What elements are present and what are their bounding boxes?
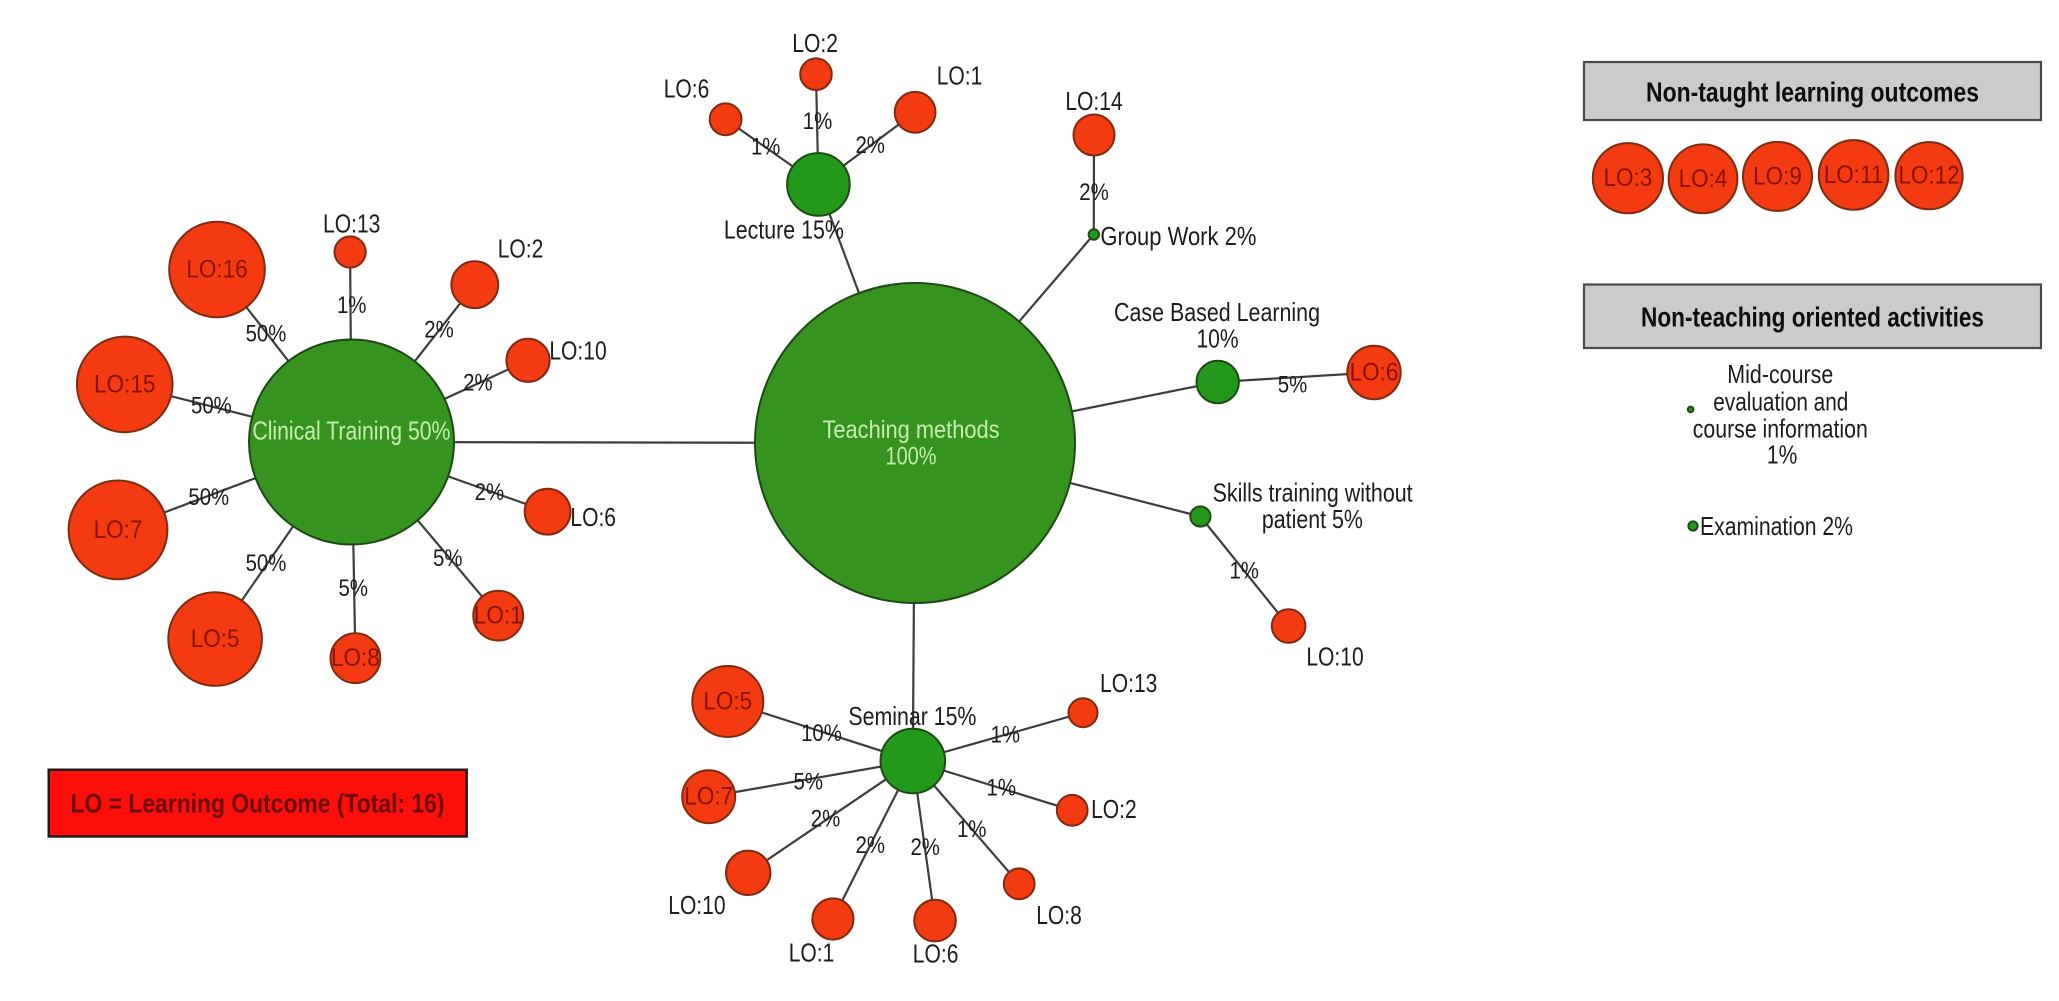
svg-text:1%: 1% xyxy=(991,722,1021,749)
svg-text:LO:1: LO:1 xyxy=(789,938,835,968)
svg-text:50%: 50% xyxy=(246,550,287,577)
svg-text:50%: 50% xyxy=(191,393,232,420)
svg-text:1%: 1% xyxy=(751,134,781,161)
svg-text:5%: 5% xyxy=(794,769,824,796)
svg-text:1%: 1% xyxy=(337,292,367,319)
svg-text:2%: 2% xyxy=(811,806,841,833)
svg-text:LO:2: LO:2 xyxy=(1091,794,1137,824)
svg-text:10%: 10% xyxy=(1196,324,1238,354)
svg-text:2%: 2% xyxy=(1079,179,1109,206)
svg-text:LO:9: LO:9 xyxy=(1753,162,1802,190)
svg-text:Skills training without: Skills training without xyxy=(1213,478,1414,508)
svg-text:2%: 2% xyxy=(910,834,940,861)
svg-text:Teaching methods: Teaching methods xyxy=(823,416,1000,444)
svg-text:LO:6: LO:6 xyxy=(913,939,959,969)
svg-text:5%: 5% xyxy=(1278,372,1308,399)
svg-text:LO:7: LO:7 xyxy=(94,516,143,544)
svg-text:2%: 2% xyxy=(855,132,885,159)
svg-text:LO:1: LO:1 xyxy=(937,61,983,91)
svg-text:LO:6: LO:6 xyxy=(664,74,710,104)
svg-text:Examination 2%: Examination 2% xyxy=(1700,511,1853,541)
svg-text:LO:13: LO:13 xyxy=(323,208,380,238)
svg-text:50%: 50% xyxy=(188,484,229,511)
svg-text:LO:6: LO:6 xyxy=(1350,359,1399,387)
svg-text:LO:14: LO:14 xyxy=(1065,86,1122,116)
svg-text:Mid-course: Mid-course xyxy=(1727,359,1833,389)
svg-text:Group Work 2%: Group Work 2% xyxy=(1100,221,1256,251)
svg-text:2%: 2% xyxy=(463,369,493,396)
svg-text:LO:1: LO:1 xyxy=(474,602,523,630)
svg-text:Case Based Learning: Case Based Learning xyxy=(1114,297,1320,327)
svg-text:1%: 1% xyxy=(1229,558,1259,585)
svg-text:LO:12: LO:12 xyxy=(1898,162,1959,190)
svg-text:2%: 2% xyxy=(475,479,505,506)
svg-text:patient 5%: patient 5% xyxy=(1262,504,1363,534)
svg-text:LO:5: LO:5 xyxy=(191,625,240,653)
svg-text:LO:4: LO:4 xyxy=(1679,165,1728,193)
svg-text:Non-taught learning outcomes: Non-taught learning outcomes xyxy=(1646,77,1979,108)
svg-text:50%: 50% xyxy=(246,321,287,348)
svg-text:1%: 1% xyxy=(803,108,833,135)
svg-text:1%: 1% xyxy=(1767,440,1797,470)
svg-text:LO:8: LO:8 xyxy=(331,644,380,672)
svg-text:LO = Learning Outcome (Total:: LO = Learning Outcome (Total: 16) xyxy=(71,789,445,819)
svg-text:LO:10: LO:10 xyxy=(1306,641,1363,671)
svg-text:LO:8: LO:8 xyxy=(1036,900,1082,930)
svg-text:course information: course information xyxy=(1693,414,1868,444)
svg-text:LO:2: LO:2 xyxy=(498,233,544,263)
svg-text:LO:16: LO:16 xyxy=(186,256,247,284)
svg-text:5%: 5% xyxy=(339,575,369,602)
svg-text:LO:6: LO:6 xyxy=(570,502,616,532)
svg-text:LO:10: LO:10 xyxy=(549,336,606,366)
svg-text:Seminar 15%: Seminar 15% xyxy=(848,701,976,731)
svg-text:LO:11: LO:11 xyxy=(1824,161,1884,189)
svg-text:LO:15: LO:15 xyxy=(94,370,155,398)
svg-text:1%: 1% xyxy=(957,816,987,843)
svg-text:1%: 1% xyxy=(987,775,1017,802)
svg-text:2%: 2% xyxy=(424,316,454,343)
svg-text:2%: 2% xyxy=(856,832,886,859)
svg-text:100%: 100% xyxy=(886,443,937,471)
svg-text:LO:2: LO:2 xyxy=(792,28,838,58)
svg-text:LO:5: LO:5 xyxy=(703,688,752,716)
svg-text:Lecture 15%: Lecture 15% xyxy=(724,215,844,245)
svg-text:LO:7: LO:7 xyxy=(684,783,733,811)
svg-text:LO:3: LO:3 xyxy=(1604,164,1653,192)
svg-text:Non-teaching oriented activiti: Non-teaching oriented activities xyxy=(1641,302,1984,333)
svg-text:LO:10: LO:10 xyxy=(668,890,725,920)
svg-text:LO:13: LO:13 xyxy=(1100,668,1157,698)
svg-text:10%: 10% xyxy=(801,720,842,747)
svg-text:Clinical Training 50%: Clinical Training 50% xyxy=(252,415,450,445)
svg-text:5%: 5% xyxy=(433,545,463,572)
svg-text:evaluation and: evaluation and xyxy=(1713,386,1848,416)
